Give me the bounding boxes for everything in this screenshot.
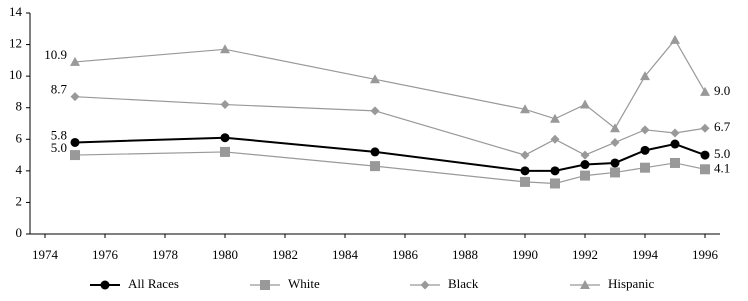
marker: [70, 137, 80, 147]
x-tick-label: 1976: [92, 247, 119, 262]
marker: [220, 100, 230, 110]
marker: [700, 123, 710, 133]
series-line: [74, 151, 706, 185]
legend-label: Black: [448, 276, 479, 291]
marker: [70, 56, 80, 66]
marker: [550, 113, 560, 123]
marker: [640, 162, 650, 173]
value-label: 4.1: [714, 160, 730, 175]
x-tick-label: 1988: [452, 247, 478, 262]
marker: [370, 106, 380, 116]
marker: [220, 133, 230, 143]
marker: [520, 104, 530, 114]
legend-marker: [100, 280, 110, 290]
marker: [550, 134, 560, 144]
value-label: 6.7: [714, 119, 731, 134]
marker: [580, 150, 590, 160]
value-label: 10.9: [44, 47, 67, 62]
marker: [220, 44, 230, 54]
legend-marker: [260, 280, 270, 290]
marker: [580, 170, 590, 181]
legend-label: White: [288, 276, 320, 291]
y-tick-label: 8: [16, 99, 23, 114]
value-label: 8.7: [51, 82, 68, 97]
marker: [640, 125, 650, 135]
value-label: 5.8: [51, 127, 67, 142]
x-tick-label: 1978: [152, 247, 178, 262]
marker: [580, 99, 590, 109]
marker: [370, 74, 380, 84]
marker: [610, 167, 620, 178]
marker: [370, 147, 380, 157]
x-tick-label: 1994: [632, 247, 659, 262]
y-tick-label: 10: [9, 67, 22, 82]
legend-label: All Races: [128, 276, 179, 291]
x-tick-label: 1982: [272, 247, 298, 262]
marker: [580, 160, 590, 170]
y-tick-label: 12: [9, 36, 22, 51]
marker: [610, 137, 620, 147]
marker: [370, 161, 380, 172]
x-tick-label: 1974: [32, 247, 59, 262]
legend-marker: [420, 280, 430, 290]
series-line: [74, 38, 706, 130]
legend-label: Hispanic: [608, 276, 654, 291]
marker: [670, 139, 680, 149]
marker: [700, 150, 710, 160]
marker: [640, 71, 650, 81]
y-tick-label: 2: [16, 193, 23, 208]
marker: [520, 166, 530, 176]
x-tick-label: 1992: [572, 247, 598, 262]
y-tick-label: 6: [16, 130, 23, 145]
marker: [550, 166, 560, 176]
marker: [70, 150, 80, 161]
marker: [70, 92, 80, 102]
value-label: 9.0: [714, 83, 730, 98]
legend-marker: [580, 280, 590, 289]
x-tick-label: 1996: [692, 247, 719, 262]
marker: [670, 128, 680, 138]
marker: [610, 158, 620, 168]
marker: [640, 145, 650, 155]
marker: [550, 178, 560, 189]
value-label: 5.0: [714, 146, 730, 161]
marker: [670, 34, 680, 44]
value-label: 5.0: [51, 140, 67, 155]
series-line: [74, 136, 706, 172]
y-tick-label: 4: [16, 162, 23, 177]
y-tick-label: 14: [9, 4, 23, 19]
series-line: [74, 96, 706, 156]
x-tick-label: 1986: [392, 247, 419, 262]
x-tick-label: 1980: [212, 247, 238, 262]
marker: [700, 164, 710, 175]
marker: [610, 123, 620, 133]
marker: [220, 146, 230, 157]
marker: [670, 157, 680, 168]
marker: [520, 150, 530, 160]
marker: [700, 86, 710, 96]
x-tick-label: 1984: [332, 247, 359, 262]
marker: [520, 176, 530, 187]
x-tick-label: 1990: [512, 247, 538, 262]
y-tick-label: 0: [16, 225, 23, 240]
